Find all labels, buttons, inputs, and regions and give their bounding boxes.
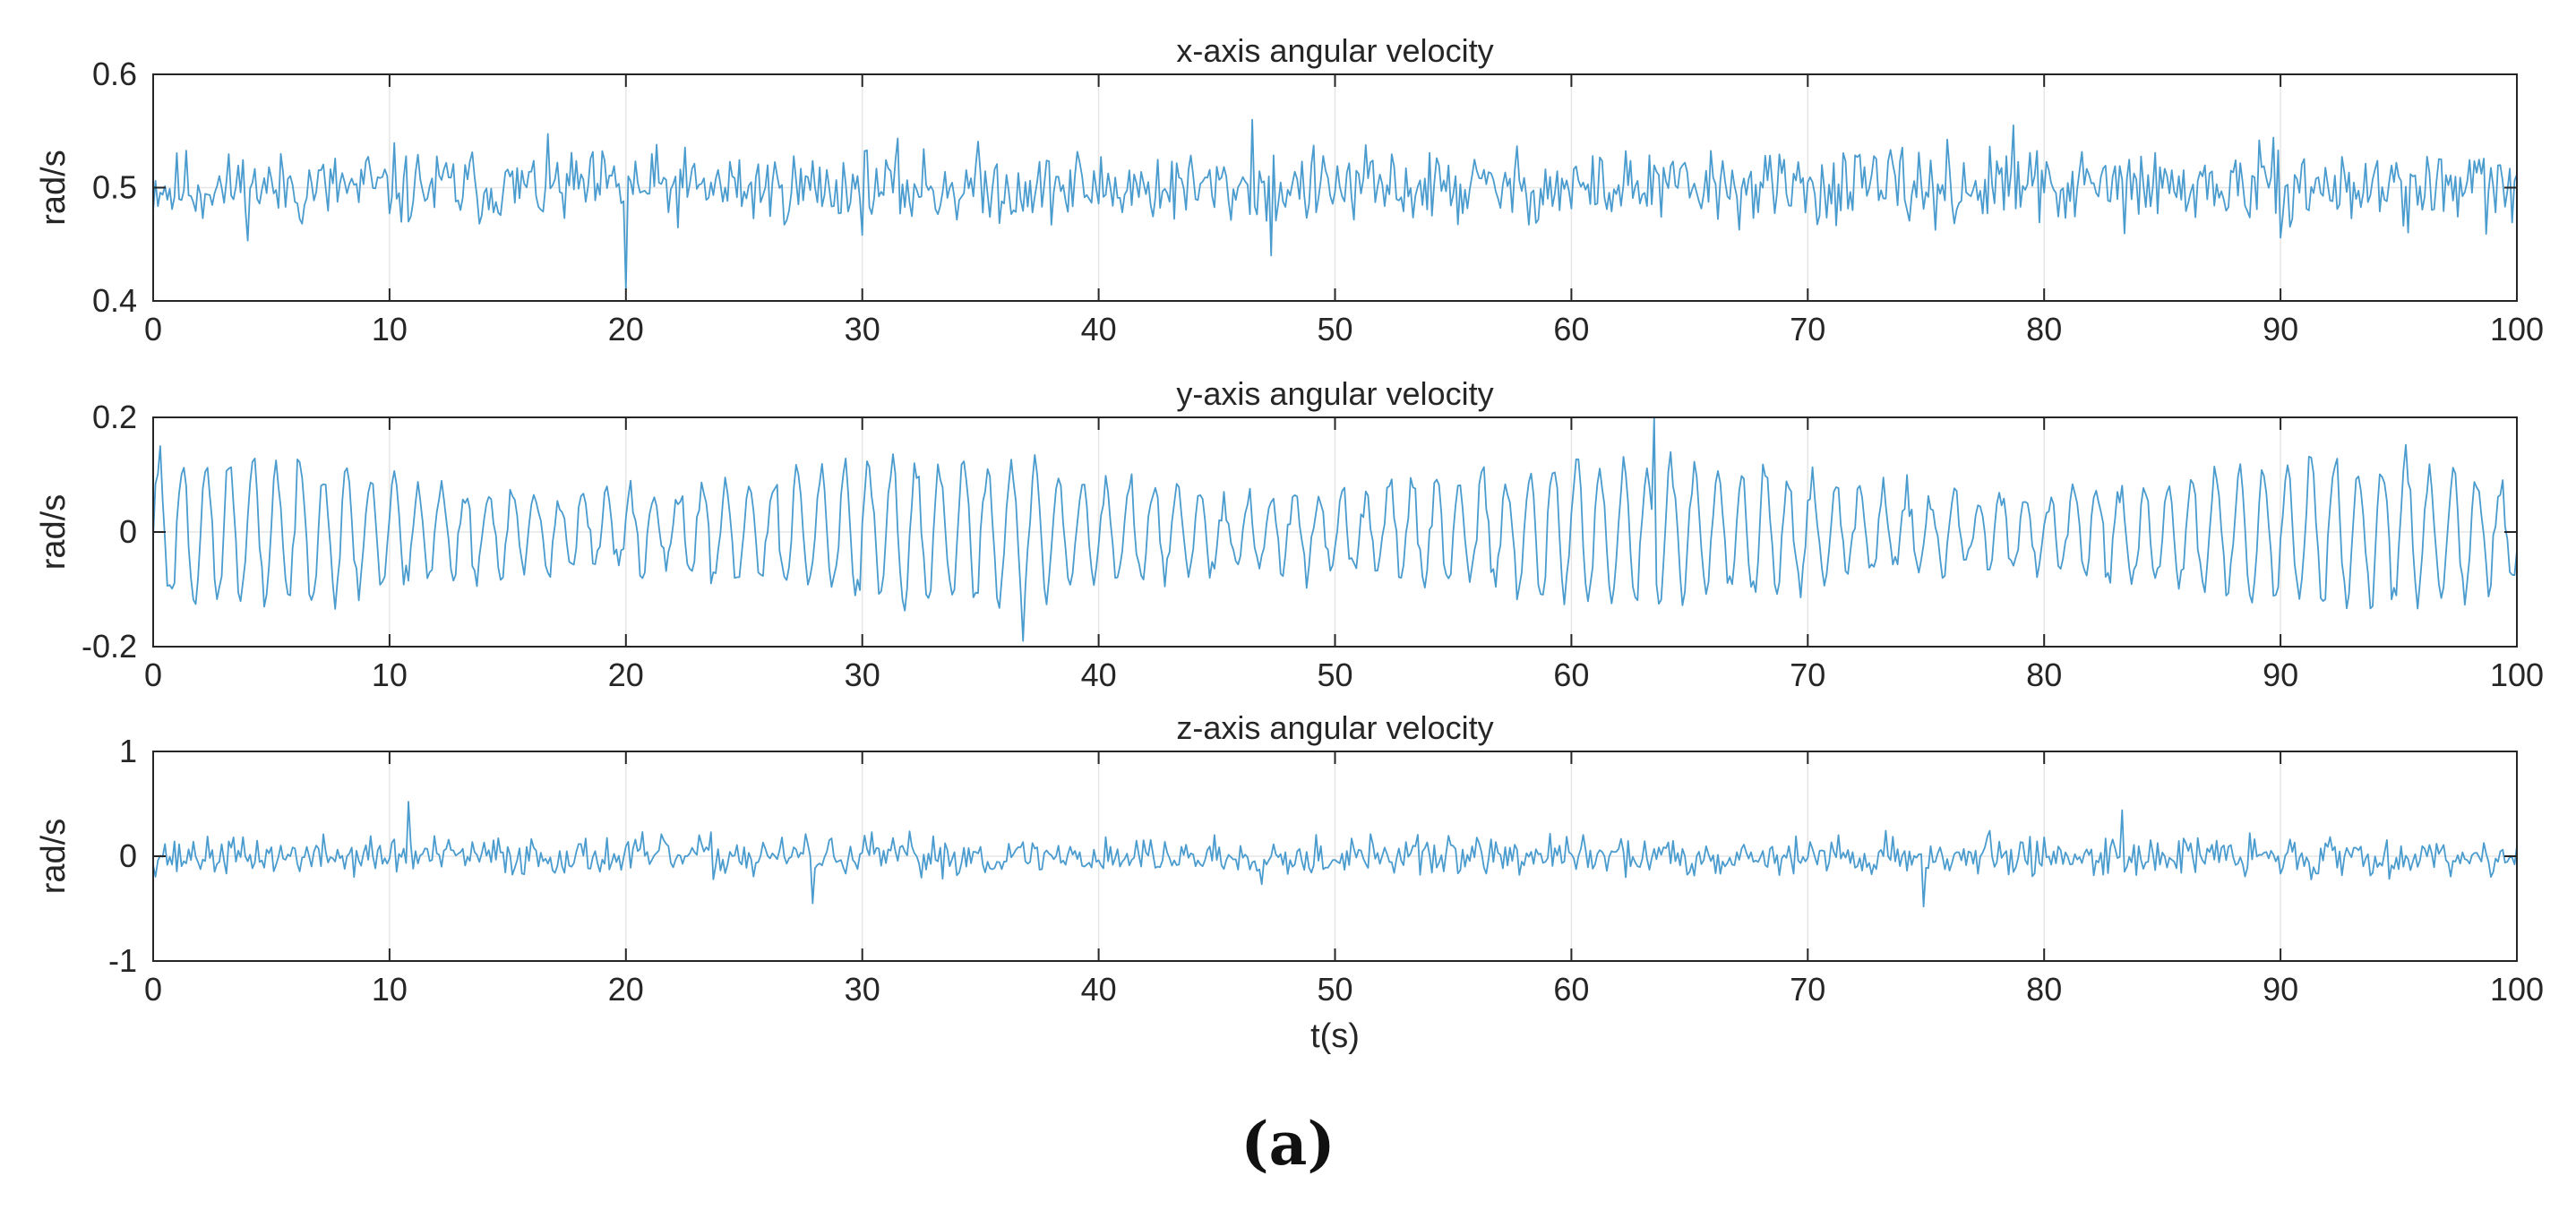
x-tick-label: 50 [1317, 311, 1352, 348]
x-tick-label: 70 [1790, 311, 1825, 348]
figure-caption: (a) [1241, 1109, 1335, 1179]
x-tick-label: 10 [372, 656, 408, 693]
panel-title: y-axis angular velocity [1176, 375, 1493, 412]
x-tick-label: 60 [1553, 971, 1589, 1008]
y-axis-label: rad/s [35, 494, 73, 570]
y-tick-label: 0 [119, 513, 137, 550]
x-tick-label: 0 [144, 971, 162, 1008]
x-tick-label: 0 [144, 311, 162, 348]
x-tick-label: 30 [845, 656, 880, 693]
x-tick-label: 60 [1553, 656, 1589, 693]
x-tick-label: 60 [1553, 311, 1589, 348]
subplot-1: 0 10 20 30 40 50 60 70 80 90 100 0.4 0.5 0.6 x-axis an… [35, 32, 2544, 348]
x-tick-label: 90 [2263, 971, 2298, 1008]
y-tick-label: -0.2 [82, 628, 137, 665]
x-tick-label: 40 [1081, 656, 1117, 693]
x-axis-label: t(s) [1310, 1017, 1360, 1055]
y-tick-label: 0.6 [92, 56, 137, 92]
y-tick-label: -1 [108, 942, 137, 979]
x-tick-label: 10 [372, 971, 408, 1008]
x-tick-label: 90 [2263, 656, 2298, 693]
x-tick-label: 20 [608, 971, 644, 1008]
x-tick-label: 50 [1317, 656, 1352, 693]
x-tick-label: 100 [2490, 971, 2544, 1008]
subplot-2: 0 10 20 30 40 50 60 70 80 90 100-0.200.2y-axis ang… [35, 375, 2544, 693]
y-tick-label: 0.4 [92, 282, 137, 319]
y-axis-label: rad/s [35, 150, 73, 225]
x-tick-label: 10 [372, 311, 408, 348]
series-line-y-axis-angular-velocity [152, 416, 2518, 642]
x-tick-label: 30 [845, 311, 880, 348]
y-tick-label: 0.5 [92, 169, 137, 206]
x-tick-label: 100 [2490, 311, 2544, 348]
y-tick-label: 0.2 [92, 399, 137, 435]
x-tick-label: 80 [2026, 656, 2062, 693]
x-tick-label: 80 [2026, 311, 2062, 348]
x-tick-label: 30 [845, 971, 880, 1008]
x-tick-label: 20 [608, 656, 644, 693]
series-line-x-axis-angular-velocity [152, 118, 2518, 291]
x-tick-label: 20 [608, 311, 644, 348]
series-line-z-axis-angular-velocity [152, 801, 2518, 908]
x-tick-label: 70 [1790, 656, 1825, 693]
x-tick-label: 100 [2490, 656, 2544, 693]
x-tick-label: 0 [144, 656, 162, 693]
panel-title: z-axis angular velocity [1176, 709, 1493, 746]
x-tick-label: 40 [1081, 971, 1117, 1008]
x-tick-label: 50 [1317, 971, 1352, 1008]
y-axis-label: rad/s [35, 819, 73, 894]
y-tick-label: 0 [119, 837, 137, 874]
x-tick-label: 90 [2263, 311, 2298, 348]
x-tick-label: 40 [1081, 311, 1117, 348]
panel-title: x-axis angular velocity [1176, 32, 1493, 69]
x-tick-label: 70 [1790, 971, 1825, 1008]
y-tick-label: 1 [119, 733, 137, 769]
x-tick-label: 80 [2026, 971, 2062, 1008]
